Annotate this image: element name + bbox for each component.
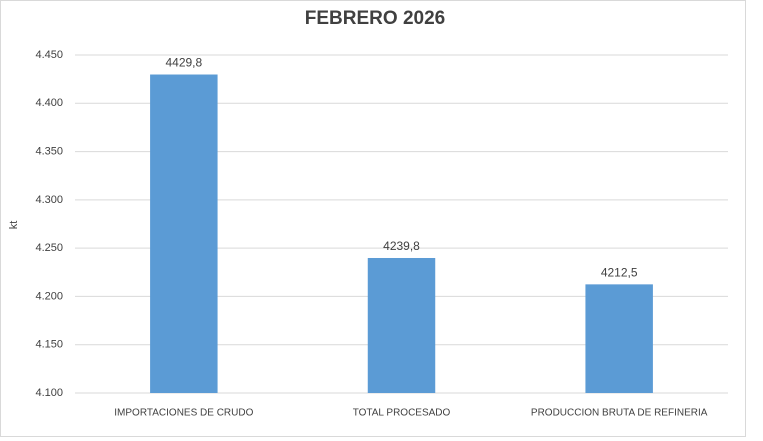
y-tick-label: 4.400 — [35, 97, 63, 109]
value-label: 4429,8 — [165, 56, 202, 70]
bar — [367, 257, 436, 393]
y-tick-label: 4.300 — [35, 194, 63, 206]
x-tick-label: IMPORTACIONES DE CRUDO — [114, 408, 253, 419]
x-tick-label: TOTAL PROCESADO — [353, 408, 451, 419]
y-tick-label: 4.250 — [35, 242, 63, 254]
y-tick-label: 4.150 — [35, 339, 63, 351]
y-tick-label: 4.200 — [35, 290, 63, 302]
chart-title: FEBRERO 2026 — [305, 8, 445, 29]
y-tick-label: 4.100 — [35, 387, 63, 399]
x-tick-label: PRODUCCION BRUTA DE REFINERIA — [531, 408, 708, 419]
bar — [585, 284, 653, 393]
y-tick-label: 4.350 — [35, 145, 63, 157]
bar — [150, 74, 218, 393]
y-tick-label: 4.450 — [35, 49, 63, 61]
value-label: 4239,8 — [383, 239, 420, 253]
y-axis-label: kt — [8, 221, 20, 230]
value-label: 4212,5 — [601, 266, 638, 280]
